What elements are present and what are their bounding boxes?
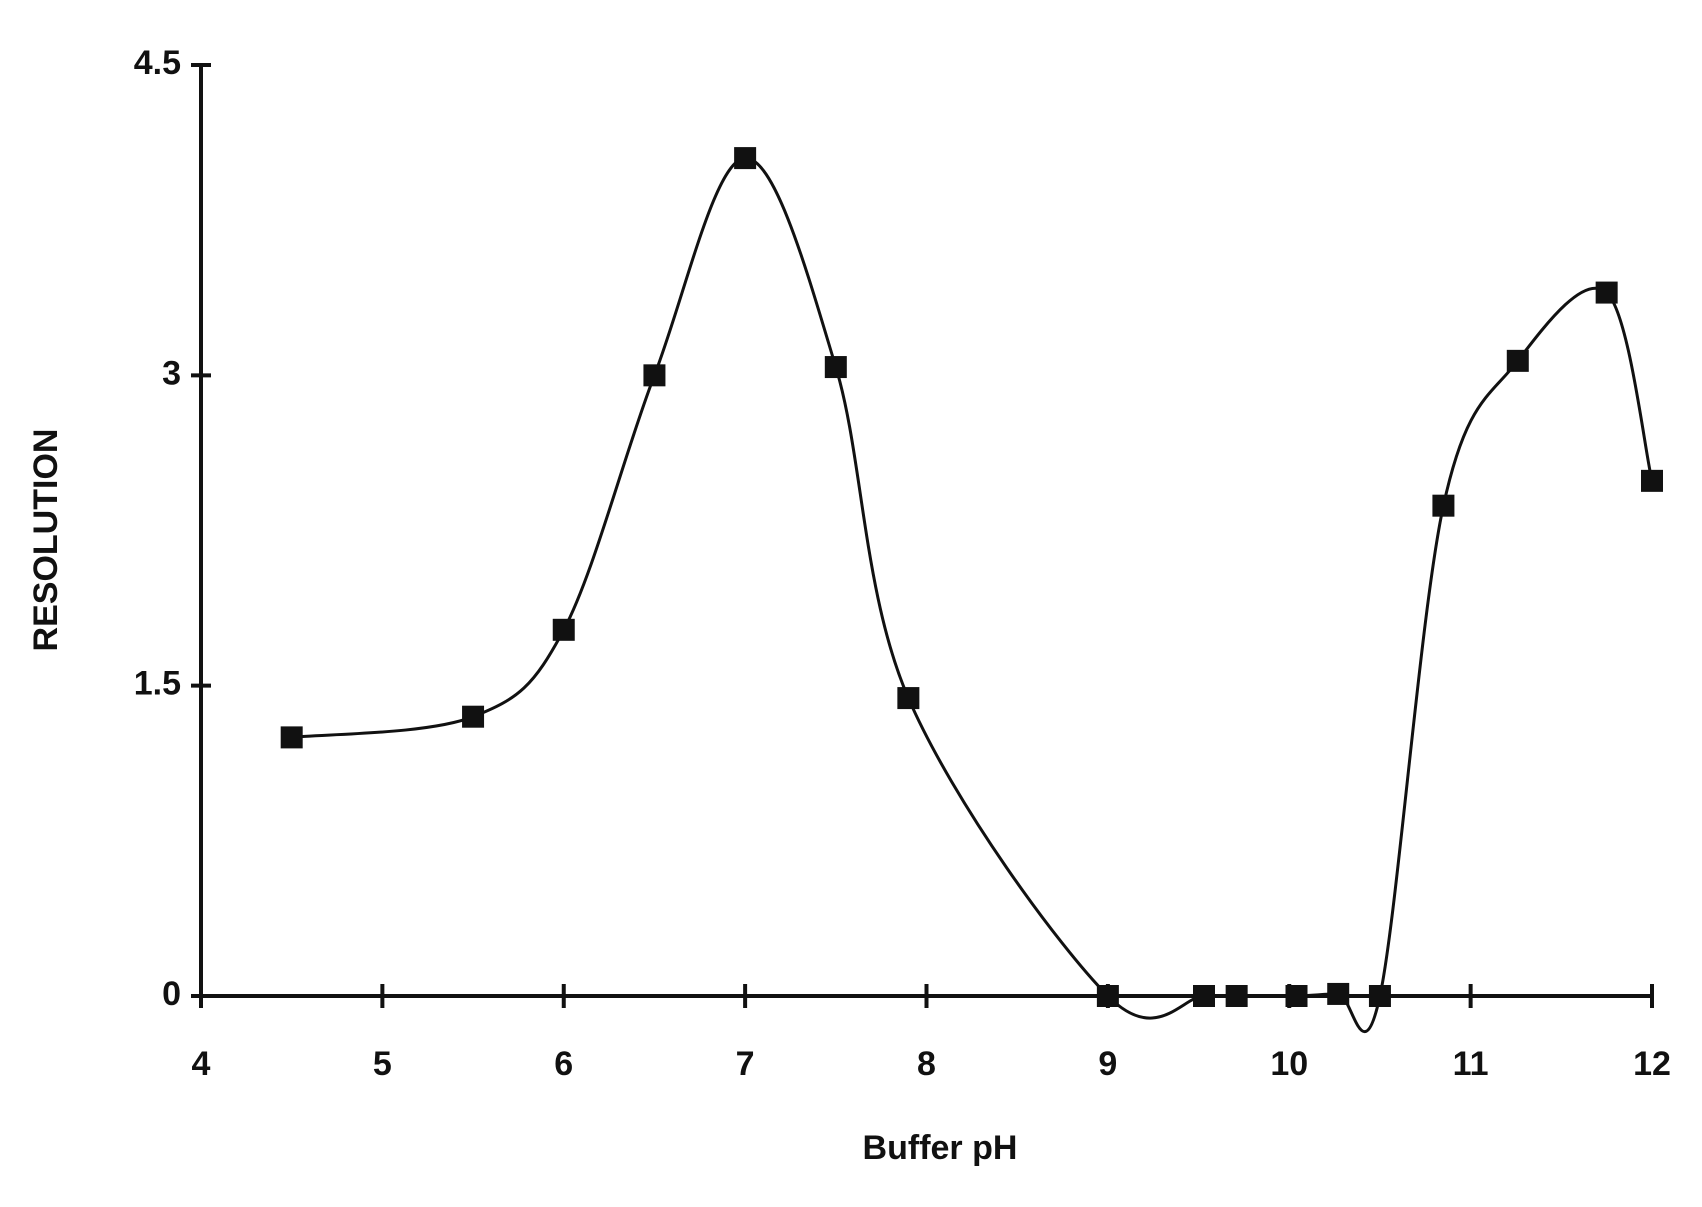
y-axis-label: RESOLUTION	[27, 429, 65, 652]
marker	[643, 364, 666, 387]
x-tick-label: 6	[554, 1045, 573, 1083]
marker	[824, 356, 847, 379]
x-tick-label: 12	[1633, 1045, 1671, 1083]
marker	[1193, 985, 1216, 1007]
line	[291, 156, 1654, 1033]
marker	[552, 618, 575, 641]
x-tick-label: 7	[736, 1045, 755, 1083]
marker	[462, 705, 485, 728]
x-tick-label: 11	[1453, 1045, 1489, 1083]
y-tick-label: 3	[162, 354, 181, 392]
x-tick-label: 10	[1270, 1045, 1308, 1083]
marker	[1506, 349, 1529, 372]
marker	[1432, 494, 1455, 517]
y-tick-label: 1.5	[134, 665, 181, 703]
marker	[1368, 985, 1391, 1007]
marker	[734, 147, 757, 170]
x-tick-label: 8	[917, 1045, 936, 1083]
marker	[1327, 982, 1350, 1005]
x-tick-label: 9	[1098, 1045, 1117, 1083]
x-tick-label: 4	[192, 1045, 211, 1083]
marker	[1595, 281, 1618, 304]
marker	[280, 726, 303, 749]
marker	[897, 687, 920, 710]
y-tick-label: 4.5	[134, 44, 181, 82]
x-tick-label: 5	[373, 1045, 392, 1083]
y-tick-label: 0	[162, 975, 181, 1013]
marker	[1096, 985, 1119, 1007]
marker	[1285, 985, 1308, 1007]
marker	[1225, 985, 1248, 1007]
x-axis-label: Buffer pH	[863, 1129, 1018, 1167]
marker	[1641, 469, 1663, 492]
